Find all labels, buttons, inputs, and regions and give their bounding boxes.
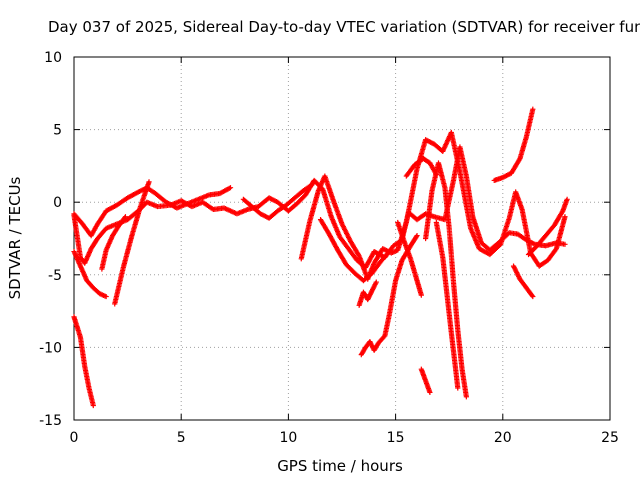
axis-ticks: 0 5 10 15 20 25 -15 -10 -5 0 5 10 (39, 50, 619, 446)
data-points (71, 106, 570, 409)
data-point (463, 394, 469, 400)
x-axis-label: GPS time / hours (277, 457, 403, 475)
data-point (529, 292, 535, 299)
grid-lines (74, 57, 610, 420)
data-point (562, 241, 568, 247)
data-point (414, 232, 420, 239)
y-axis-label: SDTVAR / TECUs (6, 176, 24, 299)
y-tick-label: 10 (44, 50, 62, 66)
x-tick-label: 0 (70, 430, 79, 446)
data-point (227, 185, 234, 191)
data-point (564, 196, 570, 202)
data-point (373, 279, 379, 285)
x-tick-label: 5 (177, 430, 186, 446)
y-tick-label: 5 (53, 123, 62, 139)
x-tick-label: 15 (387, 430, 405, 446)
data-point (418, 292, 424, 298)
y-tick-label: -5 (48, 268, 62, 284)
data-point (146, 179, 152, 185)
data-point (122, 214, 129, 220)
data-point (309, 182, 315, 188)
data-point (562, 214, 568, 220)
data-point (530, 106, 536, 112)
y-tick-label: -15 (39, 413, 62, 429)
data-point (427, 389, 433, 396)
data-point (386, 248, 392, 255)
data-point (90, 402, 96, 409)
x-tick-label: 10 (279, 430, 297, 446)
plot-frame (73, 56, 611, 421)
data-point (122, 215, 128, 221)
x-tick-label: 20 (494, 430, 512, 446)
x-tick-label: 25 (601, 430, 619, 446)
data-point (530, 293, 536, 300)
y-tick-label: 0 (53, 195, 62, 211)
data-point (103, 293, 109, 300)
y-tick-label: -10 (39, 340, 62, 356)
data-point (413, 234, 419, 240)
data-point (455, 385, 461, 391)
data-point (433, 172, 439, 178)
chart-title: Day 037 of 2025, Sidereal Day-to-day VTE… (48, 18, 640, 36)
data-point (385, 250, 391, 256)
